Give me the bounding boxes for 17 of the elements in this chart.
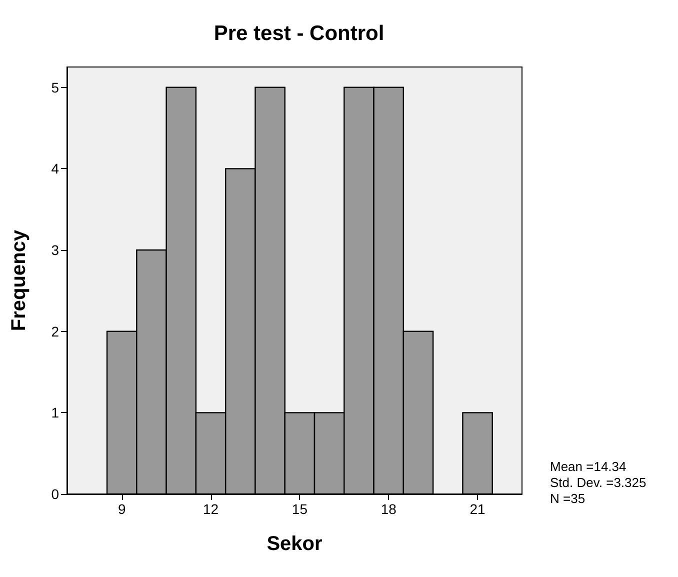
y-tick-label: 3 <box>51 242 60 258</box>
y-tick-label: 4 <box>51 160 60 177</box>
x-axis-title: Sekor <box>266 533 323 555</box>
y-axis-title: Frequency <box>8 229 30 332</box>
text: Mean =14.34 <box>550 459 626 474</box>
x-tick-label: 12 <box>202 501 219 517</box>
text: N =35 <box>550 491 586 506</box>
x-tick-label: 9 <box>118 501 126 517</box>
x-tick-label: 15 <box>292 501 308 517</box>
y-tick-label: 2 <box>51 323 60 340</box>
text: Std. Dev. =3.325 <box>550 475 646 490</box>
y-tick-label: 1 <box>51 404 60 421</box>
chart-title: Pre test - Control <box>214 22 384 45</box>
x-tick-label: 18 <box>380 501 397 517</box>
x-tick-label: 21 <box>470 501 486 517</box>
y-tick-label: 5 <box>51 79 60 96</box>
y-tick-label: 0 <box>51 486 60 502</box>
